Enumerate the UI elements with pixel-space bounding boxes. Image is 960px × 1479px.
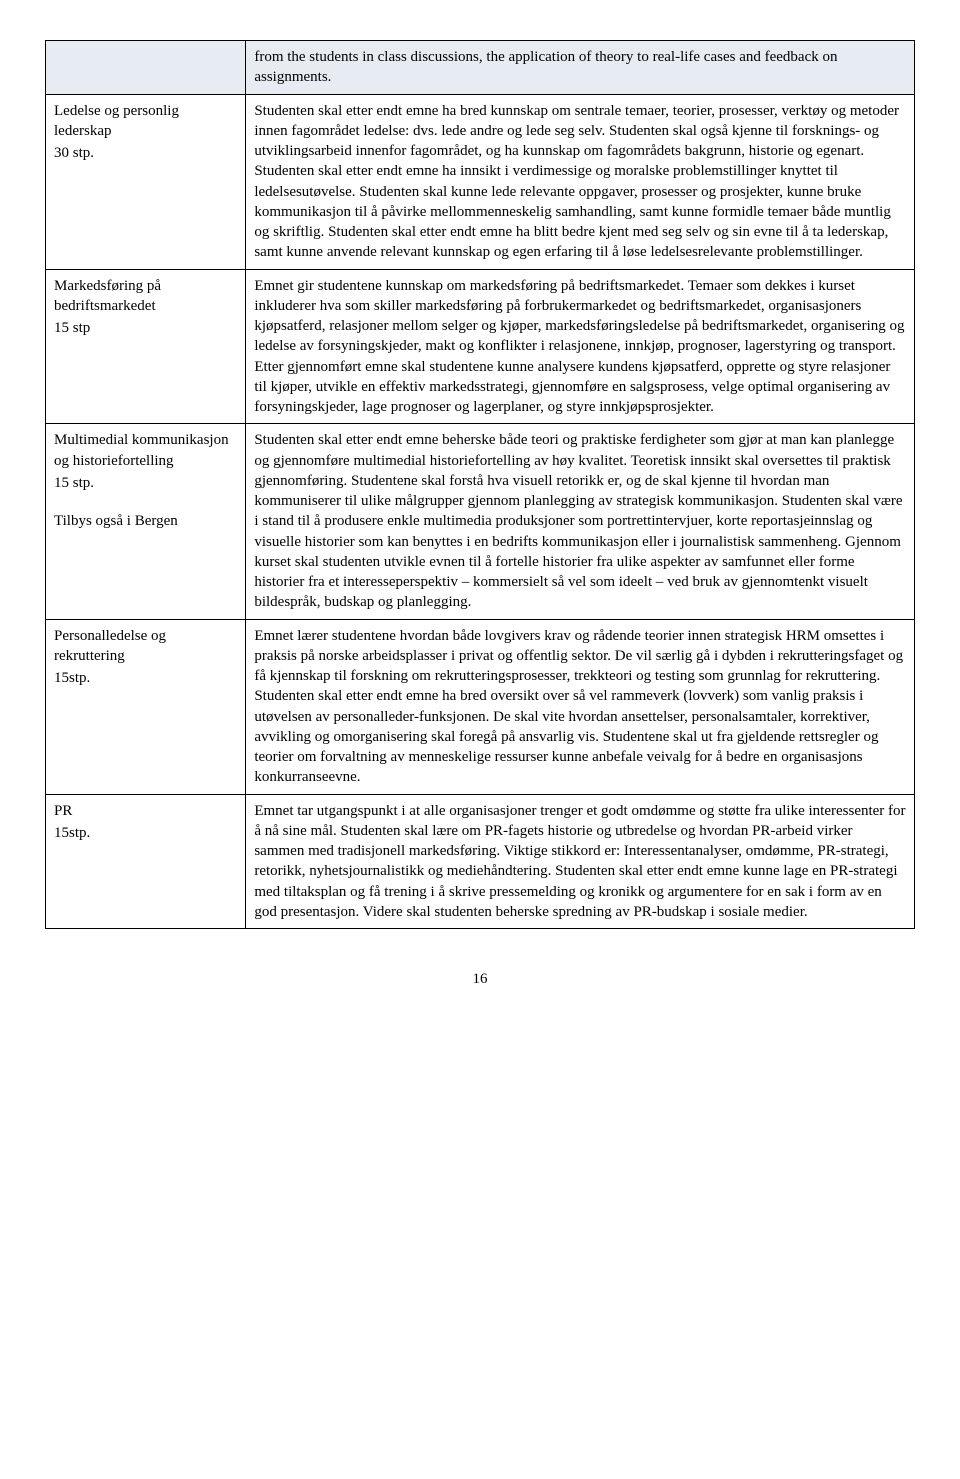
course-left-cell: Markedsføring på bedriftsmarkedet 15 stp bbox=[46, 269, 246, 424]
table-row: PR 15stp. Emnet tar utgangspunkt i at al… bbox=[46, 794, 915, 929]
course-left-cell: Personalledelse og rekruttering 15stp. bbox=[46, 619, 246, 794]
course-name: Personalledelse og rekruttering bbox=[54, 626, 237, 667]
course-description: Emnet gir studentene kunnskap om markeds… bbox=[246, 269, 915, 424]
course-credits: 15 stp bbox=[54, 318, 237, 338]
course-left-cell: PR 15stp. bbox=[46, 794, 246, 929]
course-extra: Tilbys også i Bergen bbox=[54, 511, 237, 531]
table-row: Personalledelse og rekruttering 15stp. E… bbox=[46, 619, 915, 794]
course-name: Multimedial kommunikasjon og historiefor… bbox=[54, 430, 237, 471]
course-credits: 15stp. bbox=[54, 823, 237, 843]
page-number: 16 bbox=[45, 969, 915, 989]
course-description: Studenten skal etter endt emne beherske … bbox=[246, 424, 915, 619]
course-description: Emnet tar utgangspunkt i at alle organis… bbox=[246, 794, 915, 929]
course-name: PR bbox=[54, 801, 237, 821]
course-name: Markedsføring på bedriftsmarkedet bbox=[54, 276, 237, 317]
intro-right-cell: from the students in class discussions, … bbox=[246, 41, 915, 95]
table-row: Multimedial kommunikasjon og historiefor… bbox=[46, 424, 915, 619]
table-row: from the students in class discussions, … bbox=[46, 41, 915, 95]
course-name: Ledelse og personlig lederskap bbox=[54, 101, 237, 142]
table-row: Markedsføring på bedriftsmarkedet 15 stp… bbox=[46, 269, 915, 424]
intro-left-cell bbox=[46, 41, 246, 95]
course-description: Emnet lærer studentene hvordan både lovg… bbox=[246, 619, 915, 794]
course-credits: 15stp. bbox=[54, 668, 237, 688]
course-left-cell: Ledelse og personlig lederskap 30 stp. bbox=[46, 94, 246, 269]
course-credits: 30 stp. bbox=[54, 143, 237, 163]
course-table: from the students in class discussions, … bbox=[45, 40, 915, 929]
course-description: Studenten skal etter endt emne ha bred k… bbox=[246, 94, 915, 269]
course-left-cell: Multimedial kommunikasjon og historiefor… bbox=[46, 424, 246, 619]
course-credits: 15 stp. bbox=[54, 473, 237, 493]
table-row: Ledelse og personlig lederskap 30 stp. S… bbox=[46, 94, 915, 269]
